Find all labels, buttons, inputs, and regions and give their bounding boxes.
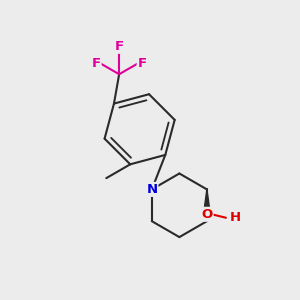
Text: F: F [138, 57, 147, 70]
Text: F: F [92, 57, 100, 70]
Text: O: O [201, 208, 212, 221]
Polygon shape [203, 189, 210, 214]
Text: F: F [115, 40, 124, 53]
Text: N: N [146, 183, 158, 196]
Text: H: H [230, 211, 241, 224]
